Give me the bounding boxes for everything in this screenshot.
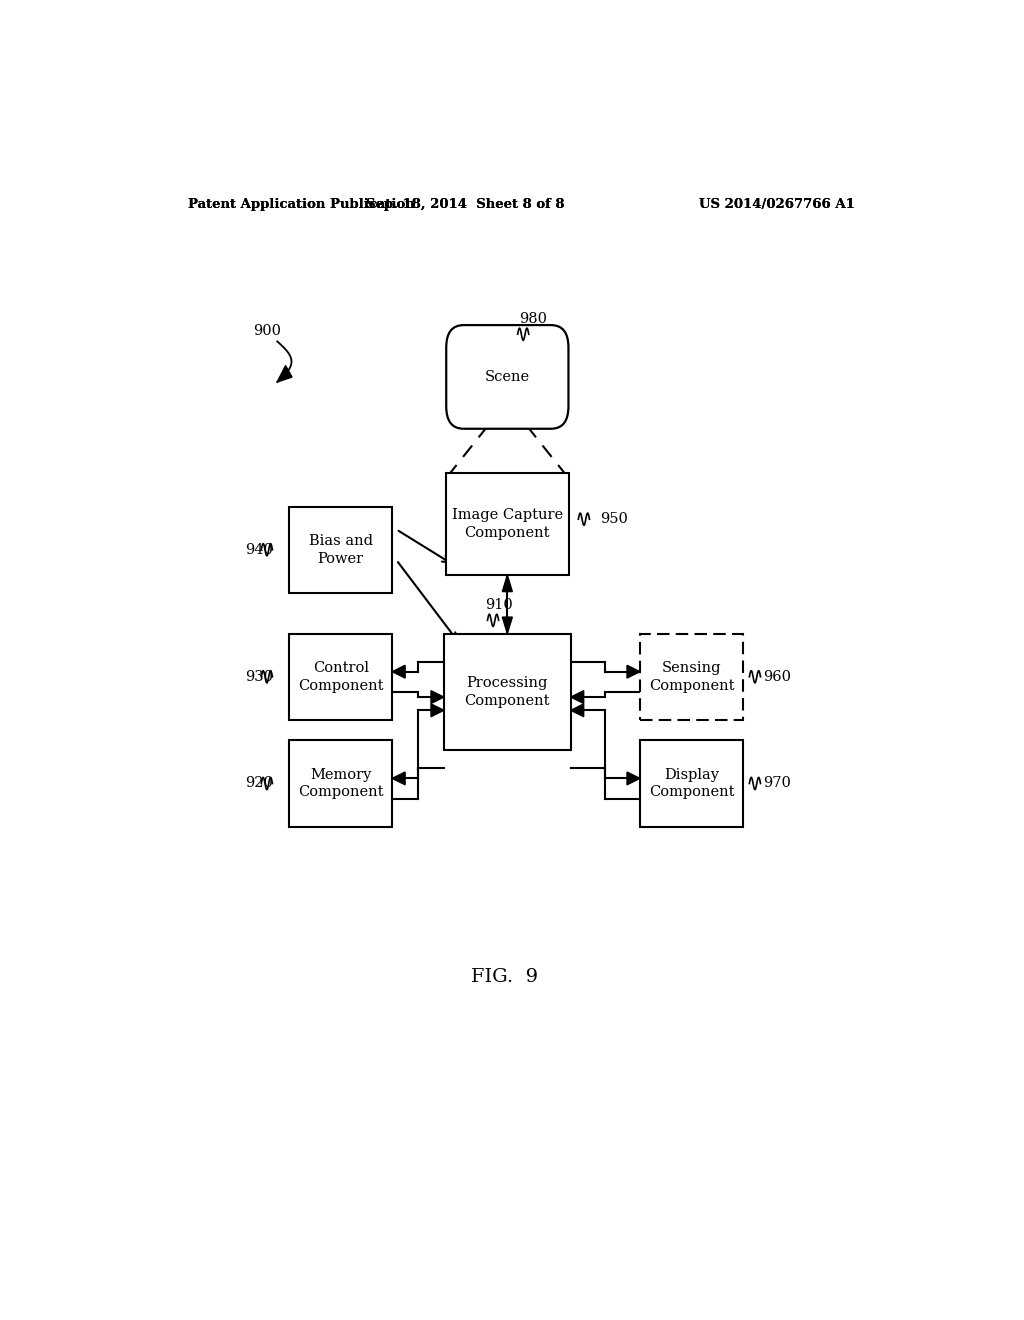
- FancyBboxPatch shape: [640, 741, 743, 826]
- Polygon shape: [627, 665, 640, 678]
- Text: Image Capture
Component: Image Capture Component: [452, 508, 563, 540]
- Polygon shape: [431, 704, 443, 717]
- Polygon shape: [503, 576, 512, 591]
- Polygon shape: [278, 366, 292, 381]
- Text: 940: 940: [246, 543, 273, 557]
- Text: 970: 970: [763, 776, 791, 791]
- Text: FIG.  9: FIG. 9: [471, 968, 539, 986]
- Polygon shape: [570, 690, 584, 704]
- Polygon shape: [627, 772, 640, 785]
- Text: Sensing
Component: Sensing Component: [649, 661, 734, 693]
- Text: 960: 960: [763, 669, 791, 684]
- Text: Processing
Component: Processing Component: [465, 676, 550, 708]
- Polygon shape: [570, 704, 584, 717]
- Text: Memory
Component: Memory Component: [298, 767, 383, 800]
- Polygon shape: [392, 772, 406, 785]
- Polygon shape: [392, 665, 406, 678]
- Text: Display
Component: Display Component: [649, 767, 734, 800]
- Text: 920: 920: [246, 776, 273, 791]
- Text: Sep. 18, 2014  Sheet 8 of 8: Sep. 18, 2014 Sheet 8 of 8: [366, 198, 564, 211]
- Text: Bias and
Power: Bias and Power: [308, 533, 373, 566]
- FancyBboxPatch shape: [443, 634, 570, 751]
- Text: Patent Application Publication: Patent Application Publication: [187, 198, 415, 211]
- Text: 910: 910: [485, 598, 513, 612]
- Text: 900: 900: [253, 325, 282, 338]
- Text: US 2014/0267766 A1: US 2014/0267766 A1: [699, 198, 855, 211]
- FancyBboxPatch shape: [289, 634, 392, 719]
- Polygon shape: [503, 618, 512, 634]
- FancyBboxPatch shape: [289, 741, 392, 826]
- Text: Sep. 18, 2014  Sheet 8 of 8: Sep. 18, 2014 Sheet 8 of 8: [366, 198, 564, 211]
- FancyBboxPatch shape: [289, 507, 392, 593]
- Text: Scene: Scene: [484, 370, 529, 384]
- Text: 980: 980: [519, 312, 547, 326]
- Text: 950: 950: [601, 512, 629, 527]
- FancyBboxPatch shape: [640, 634, 743, 719]
- Text: 930: 930: [246, 669, 273, 684]
- FancyBboxPatch shape: [446, 325, 568, 429]
- FancyBboxPatch shape: [445, 474, 569, 576]
- Text: Patent Application Publication: Patent Application Publication: [187, 198, 415, 211]
- Text: Control
Component: Control Component: [298, 661, 383, 693]
- Text: US 2014/0267766 A1: US 2014/0267766 A1: [699, 198, 855, 211]
- Polygon shape: [431, 690, 443, 704]
